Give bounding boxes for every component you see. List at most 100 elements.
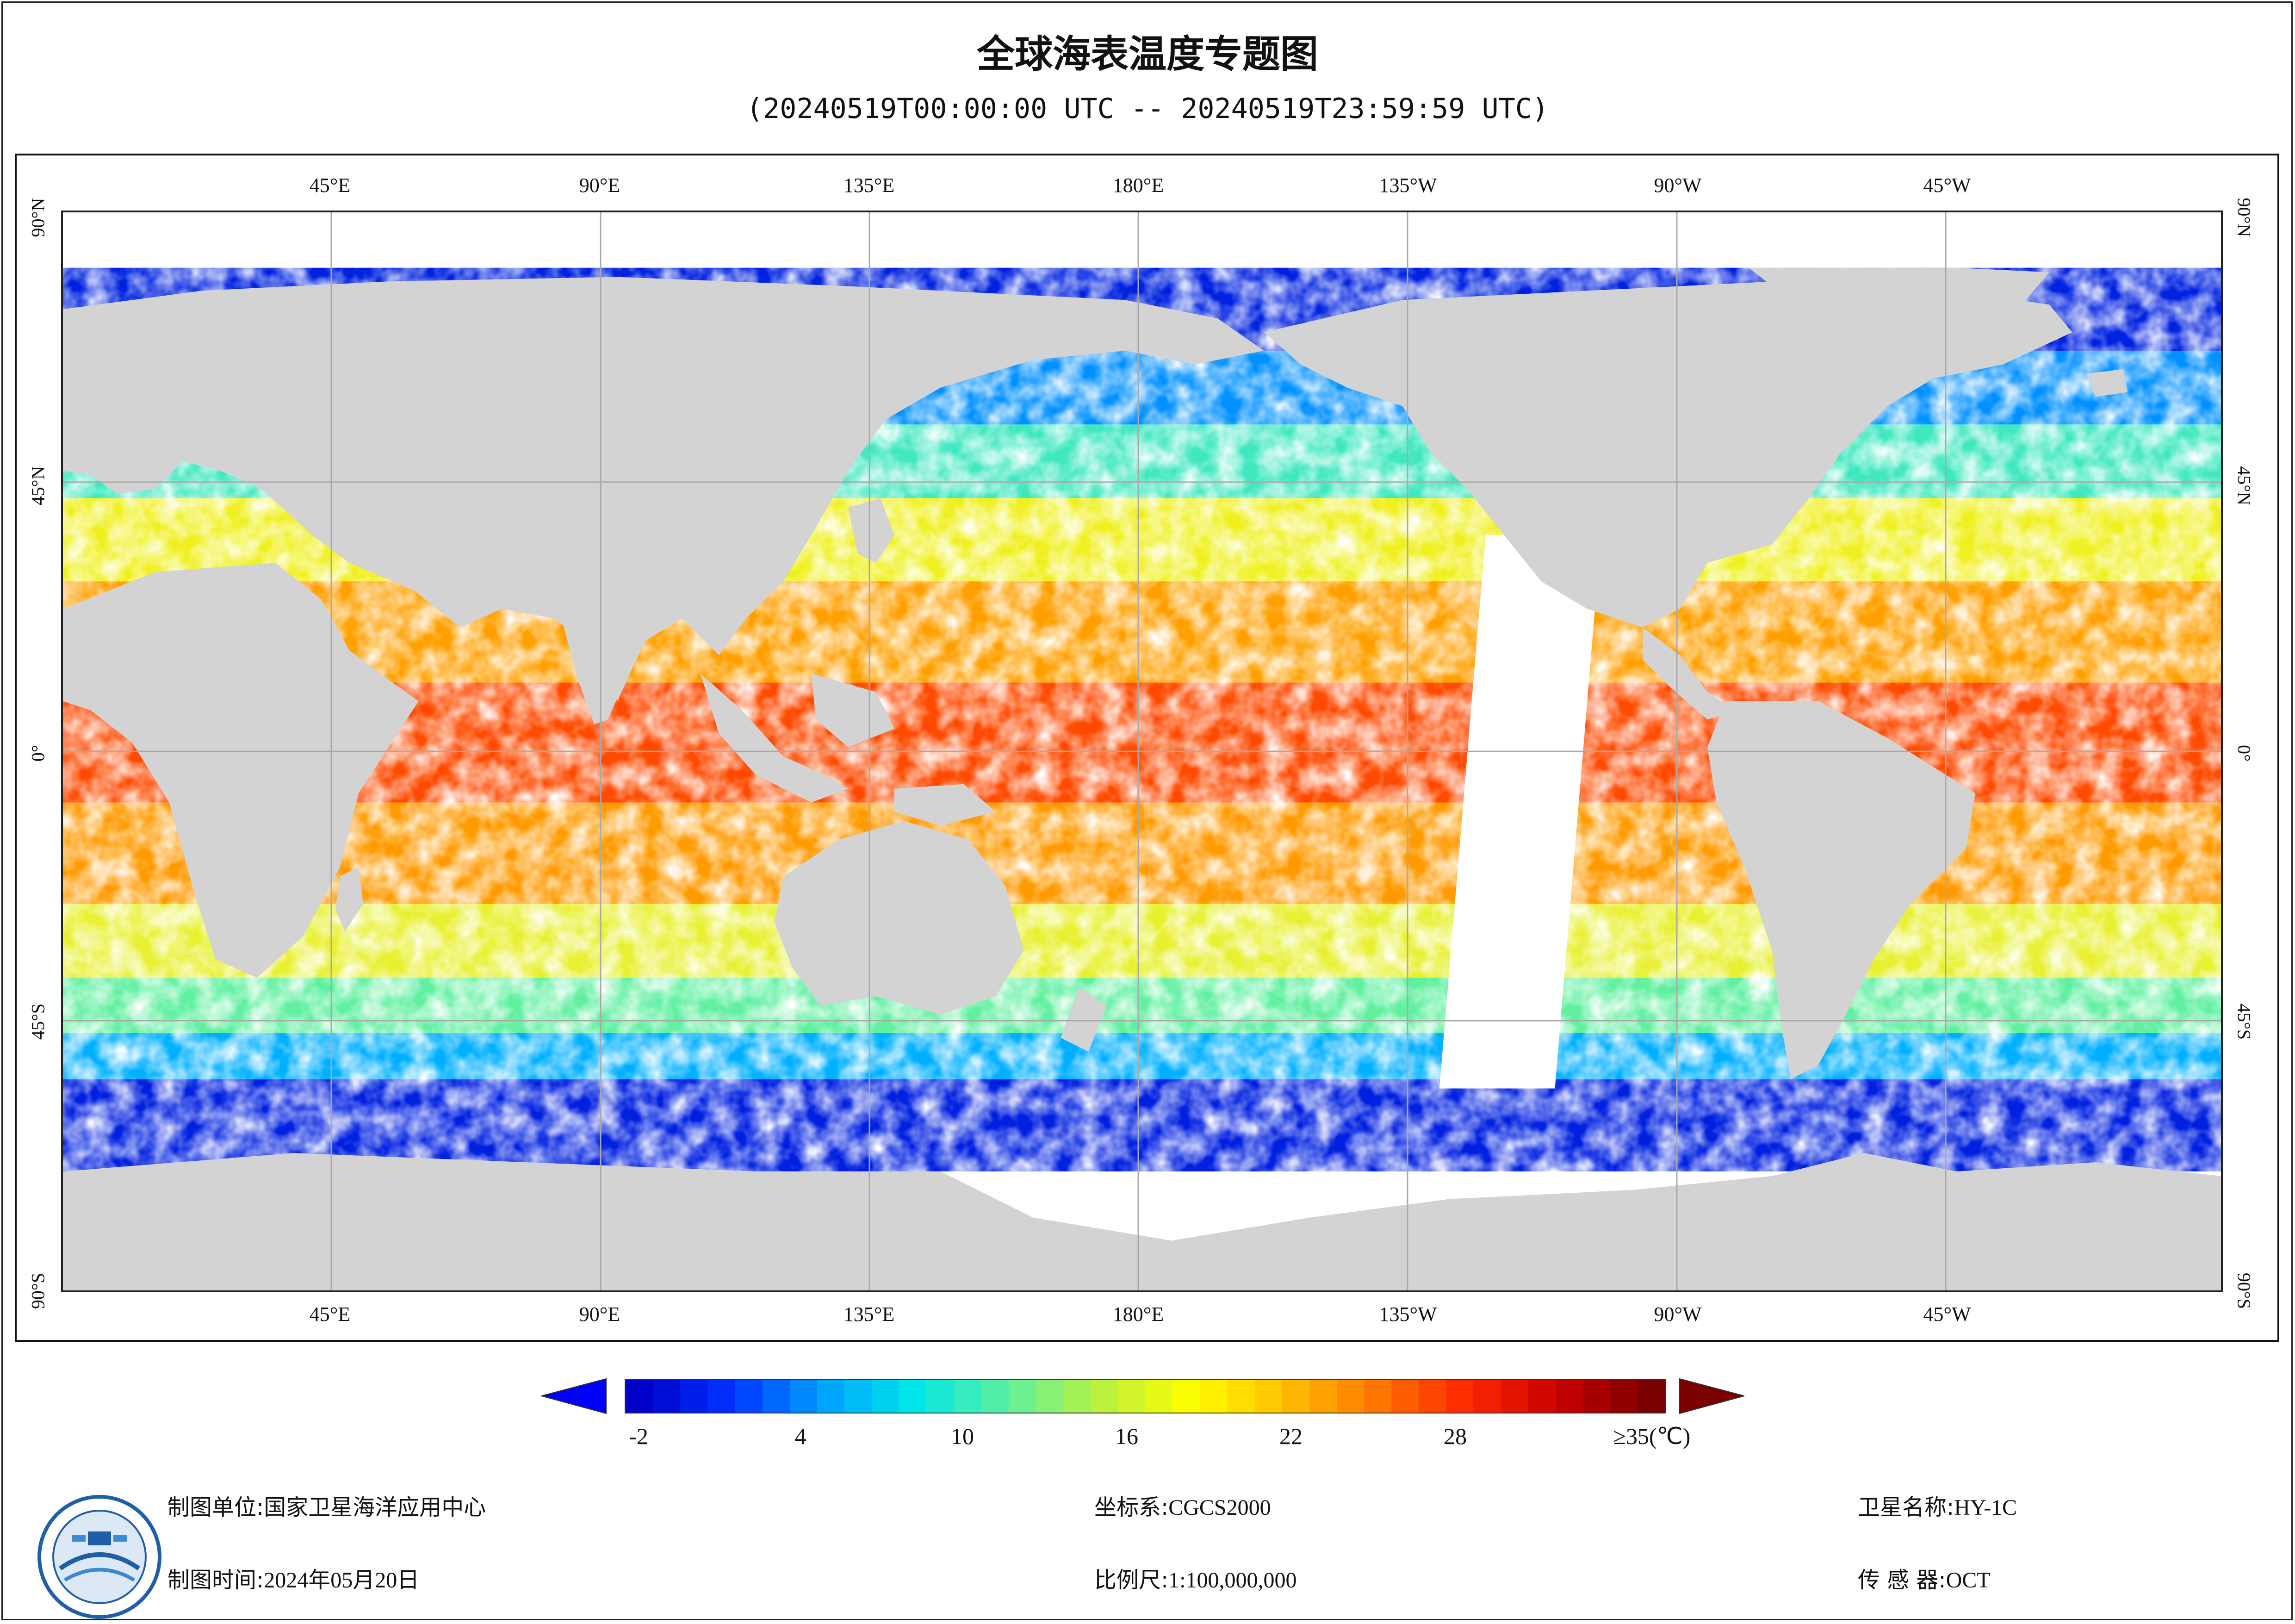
map-frame xyxy=(15,154,2279,1342)
lat-label-right-90s: 90°S xyxy=(2233,1272,2255,1309)
lon-label-top-180: 180°E xyxy=(1112,174,1164,197)
legend-underflow-arrow xyxy=(541,1378,607,1414)
legend-color-cell xyxy=(1227,1380,1255,1413)
lat-label-right-45s: 45°S xyxy=(2233,1003,2255,1040)
legend-color-cell xyxy=(707,1380,735,1413)
lon-label-bottom-90w: 90°W xyxy=(1654,1303,1702,1326)
lon-label-top-45w: 45°W xyxy=(1923,174,1971,197)
lon-label-bottom-135e: 135°E xyxy=(843,1303,895,1326)
map-title: 全球海表温度专题图 xyxy=(976,32,1318,76)
legend-color-cell xyxy=(1638,1380,1665,1413)
legend-color-cell xyxy=(1555,1380,1583,1413)
sensor: 传 感 器:OCT xyxy=(1858,1562,1991,1594)
legend-color-cell xyxy=(1610,1380,1638,1413)
sst-map[interactable] xyxy=(61,211,2223,1292)
land-australia xyxy=(774,821,1024,1015)
scale-label: 比例尺: xyxy=(1094,1567,1169,1593)
satellite-name: 卫星名称:HY-1C xyxy=(1858,1489,2017,1521)
crs-value: CGCS2000 xyxy=(1168,1495,1271,1520)
land-layer xyxy=(63,267,2221,1290)
legend-color-cell xyxy=(926,1380,954,1413)
satellite-label: 卫星名称: xyxy=(1858,1494,1954,1520)
legend-color-cell xyxy=(954,1380,981,1413)
lat-label-right-45n: 45°N xyxy=(2233,466,2255,506)
legend-color-cell xyxy=(1063,1380,1091,1413)
legend-tick-35: ≥35(℃) xyxy=(1613,1423,1691,1449)
mapping-time: 制图时间:2024年05月20日 xyxy=(167,1562,419,1594)
arctic-no-data xyxy=(63,212,2221,268)
sensor-label: 传 感 器: xyxy=(1858,1567,1946,1593)
land-greenland xyxy=(1749,267,2049,355)
sst-map-canvas xyxy=(63,212,2221,1290)
legend-tick-22: 22 xyxy=(1279,1423,1303,1449)
land-new-guinea xyxy=(894,784,996,826)
land-south-america xyxy=(1707,701,1975,1079)
legend-tick-neg2: -2 xyxy=(629,1423,648,1449)
nsoas-logo xyxy=(37,1495,161,1619)
legend-tick-28: 28 xyxy=(1444,1423,1467,1449)
legend-color-cell xyxy=(871,1380,899,1413)
scale-value: 1:100,000,000 xyxy=(1168,1568,1297,1593)
legend-color-cell xyxy=(626,1380,653,1413)
lon-label-top-45e: 45°E xyxy=(309,174,351,197)
lat-label-left-45n: 45°N xyxy=(27,466,49,506)
lon-label-top-135e: 135°E xyxy=(843,174,895,197)
lon-label-top-135w: 135°W xyxy=(1379,174,1437,197)
legend-color-cell xyxy=(1364,1380,1392,1413)
legend-color-cell xyxy=(1008,1380,1036,1413)
legend-color-cell xyxy=(1528,1380,1556,1413)
legend-color-cell xyxy=(1254,1380,1282,1413)
legend-tick-4: 4 xyxy=(794,1423,806,1449)
legend-color-cell xyxy=(981,1380,1009,1413)
legend-color-cell xyxy=(762,1380,790,1413)
legend-tick-16: 16 xyxy=(1115,1423,1138,1449)
time-range-subtitle: (20240519T00:00:00 UTC -- 20240519T23:59… xyxy=(746,93,1549,125)
sensor-value: OCT xyxy=(1946,1568,1991,1593)
swath-gap xyxy=(1439,535,1601,1089)
lon-label-top-90e: 90°E xyxy=(579,174,620,197)
legend-color-cell xyxy=(1391,1380,1419,1413)
lat-label-left-0: 0° xyxy=(27,745,49,762)
legend-arrows xyxy=(541,1378,1744,1414)
crs-label: 坐标系: xyxy=(1094,1494,1169,1520)
mapping-unit-value: 国家卫星海洋应用中心 xyxy=(264,1494,486,1520)
mapping-time-label: 制图时间: xyxy=(167,1567,264,1593)
coordinate-system: 坐标系:CGCS2000 xyxy=(1094,1489,1271,1521)
lat-label-left-90s: 90°S xyxy=(27,1272,49,1309)
lat-label-right-90n: 90°N xyxy=(2233,198,2255,237)
land-new-zealand xyxy=(1061,987,1107,1052)
legend-color-cell xyxy=(1582,1380,1610,1413)
graticule xyxy=(63,212,2221,1290)
legend-color-cell xyxy=(1309,1380,1337,1413)
legend-color-cell xyxy=(899,1380,927,1413)
satellite-value: HY-1C xyxy=(1954,1495,2017,1520)
mapping-unit: 制图单位:国家卫星海洋应用中心 xyxy=(167,1489,486,1521)
legend-overflow-arrow xyxy=(1679,1378,1744,1414)
map-scale: 比例尺:1:100,000,000 xyxy=(1094,1562,1297,1594)
mapping-unit-label: 制图单位: xyxy=(167,1494,264,1520)
lat-label-right-0: 0° xyxy=(2233,745,2255,762)
lon-label-top-90w: 90°W xyxy=(1654,174,1702,197)
land-borneo xyxy=(811,673,894,748)
land-africa xyxy=(63,563,419,978)
legend-color-cell xyxy=(1336,1380,1364,1413)
legend-color-cell xyxy=(1501,1380,1528,1413)
legend-tick-10: 10 xyxy=(951,1423,974,1449)
lon-label-bottom-45e: 45°E xyxy=(309,1303,351,1326)
legend-color-cell xyxy=(1090,1380,1118,1413)
legend-color-cell xyxy=(1200,1380,1228,1413)
legend-color-cell xyxy=(1282,1380,1309,1413)
lat-label-left-90n: 90°N xyxy=(27,198,49,237)
land-indonesia xyxy=(700,673,849,803)
land-uk xyxy=(2086,369,2128,397)
legend-color-cell xyxy=(735,1380,763,1413)
land-eurasia xyxy=(63,277,1264,701)
legend-color-cell xyxy=(653,1380,681,1413)
legend-color-cell xyxy=(789,1380,817,1413)
legend-color-cell xyxy=(680,1380,708,1413)
land-madagascar xyxy=(335,867,363,932)
mapping-time-value: 2024年05月20日 xyxy=(264,1568,420,1593)
land-north-america xyxy=(1264,281,2072,627)
legend-color-cell xyxy=(1419,1380,1446,1413)
